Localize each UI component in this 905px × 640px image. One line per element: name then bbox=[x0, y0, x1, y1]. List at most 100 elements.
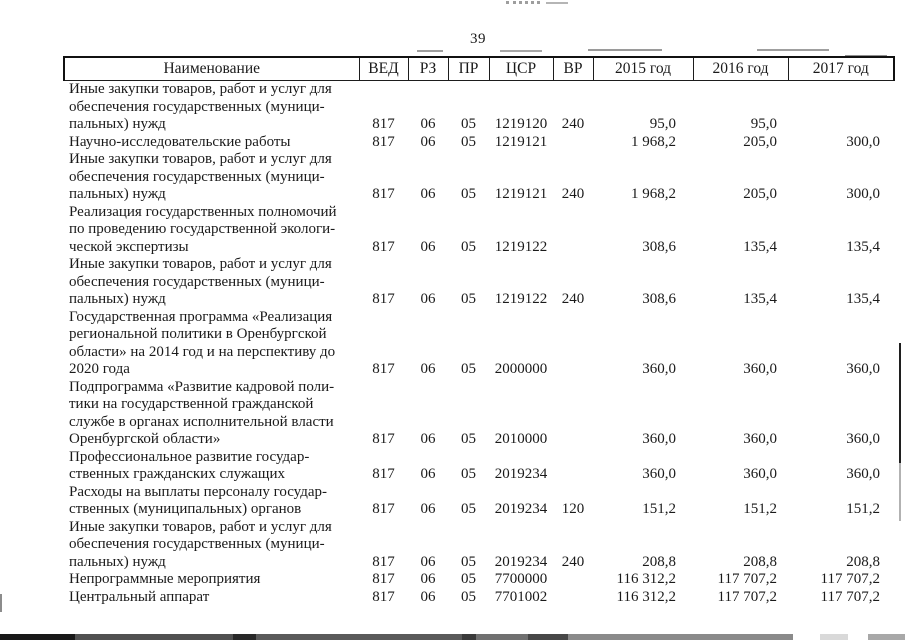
table-row: Подпрограмма «Развитие кадровой поли- ти… bbox=[64, 379, 894, 449]
cell-y2017: 360,0 bbox=[846, 431, 880, 447]
cell-csr: 2019234 bbox=[494, 553, 548, 570]
cell-pr: 05 bbox=[461, 238, 476, 255]
cell-vr bbox=[553, 309, 593, 379]
cell-y2016: 95,0 bbox=[750, 116, 777, 132]
cell-pr: 05 bbox=[461, 571, 476, 587]
cell-csr: 1219121 bbox=[494, 133, 548, 150]
cell-pr: 05 bbox=[461, 133, 476, 150]
table-row: Государственная программа «Реализация ре… bbox=[64, 309, 894, 379]
cell-y2016: 205,0 bbox=[743, 186, 777, 202]
cell-csr: 1219122 bbox=[494, 238, 548, 255]
cell-csr: 2000000 bbox=[494, 361, 548, 377]
scan-artifact-dash bbox=[588, 49, 662, 51]
cell-vr bbox=[553, 589, 593, 607]
cell-rz: 06 bbox=[420, 571, 436, 587]
cell-ved: 817 bbox=[372, 588, 395, 605]
cell-y2017: 360,0 bbox=[846, 466, 880, 482]
cell-ved: 817 bbox=[372, 361, 395, 377]
scan-artifact-top-smudge bbox=[506, 1, 540, 4]
cell-y2016: 151,2 bbox=[743, 501, 777, 517]
header-csr: ЦСР bbox=[488, 56, 554, 81]
scan-artifact-dash bbox=[417, 50, 443, 52]
cell-csr: 1219120 bbox=[494, 116, 548, 132]
cell-y2016: 205,0 bbox=[743, 133, 777, 150]
cell-vr bbox=[553, 204, 593, 257]
cell-pr: 05 bbox=[461, 431, 476, 447]
cell-y2016: 360,0 bbox=[743, 361, 777, 377]
cell-vr bbox=[553, 449, 593, 484]
cell-rz: 06 bbox=[420, 133, 436, 150]
scan-artifact-left-dash bbox=[0, 594, 2, 612]
cell-csr: 2019234 bbox=[494, 501, 548, 517]
table-row: Иные закупки товаров, работ и услуг для … bbox=[64, 151, 894, 204]
header-2015: 2015 год bbox=[592, 56, 694, 81]
cell-csr: 7700000 bbox=[494, 571, 548, 587]
cell-ved: 817 bbox=[372, 238, 395, 255]
cell-y2017: 117 707,2 bbox=[820, 588, 880, 605]
scan-artifact-right-line bbox=[899, 343, 901, 463]
header-vr: ВР bbox=[552, 56, 594, 81]
cell-ved: 817 bbox=[372, 431, 395, 447]
cell-y2016: 360,0 bbox=[743, 466, 777, 482]
cell-y2017 bbox=[788, 81, 894, 134]
table-row: Расходы на выплаты персоналу государ- ст… bbox=[64, 484, 894, 519]
header-rz: РЗ bbox=[407, 56, 449, 81]
cell-name: Центральный аппарат bbox=[69, 588, 210, 605]
cell-pr: 05 bbox=[461, 361, 476, 377]
scan-artifact-dash bbox=[500, 50, 542, 52]
cell-vr: 240 bbox=[561, 553, 585, 570]
cell-pr: 05 bbox=[461, 466, 476, 482]
cell-csr: 2010000 bbox=[494, 431, 548, 447]
cell-rz: 06 bbox=[420, 361, 436, 377]
cell-vr bbox=[553, 571, 593, 589]
cell-y2015: 1 968,2 bbox=[631, 133, 676, 150]
cell-rz: 06 bbox=[420, 116, 436, 132]
header-name: Наименование bbox=[63, 56, 360, 81]
cell-y2015: 360,0 bbox=[642, 466, 676, 482]
cell-y2015: 308,6 bbox=[642, 291, 676, 307]
table-row: Центральный аппарат 817 06 05 7701002 116 312… bbox=[64, 589, 894, 607]
cell-y2017: 360,0 bbox=[846, 361, 880, 377]
header-2017: 2017 год bbox=[787, 56, 895, 81]
cell-y2017: 117 707,2 bbox=[820, 571, 880, 587]
table-header-row: Наименование ВЕД РЗ ПР ЦСР ВР 2015 год 2… bbox=[63, 56, 895, 81]
cell-pr: 05 bbox=[461, 501, 476, 517]
table-row: Непрограммные мероприятия 817 06 05 7700000 1… bbox=[64, 571, 894, 589]
cell-ved: 817 bbox=[372, 553, 395, 570]
scan-artifact-bottom-bar bbox=[0, 634, 905, 640]
cell-y2015: 308,6 bbox=[642, 238, 676, 255]
cell-y2015: 360,0 bbox=[642, 431, 676, 447]
table-row: Профессиональное развитие государ- ствен… bbox=[64, 449, 894, 484]
cell-name: Непрограммные мероприятия bbox=[69, 571, 261, 587]
cell-pr: 05 bbox=[461, 588, 476, 605]
cell-ved: 817 bbox=[372, 466, 395, 482]
cell-rz: 06 bbox=[420, 588, 436, 605]
cell-ved: 817 bbox=[372, 501, 395, 517]
cell-name: Расходы на выплаты персоналу государ- ст… bbox=[69, 483, 328, 518]
cell-vr: 240 bbox=[561, 291, 585, 307]
cell-y2015: 208,8 bbox=[642, 553, 676, 570]
cell-csr: 2019234 bbox=[494, 466, 548, 482]
cell-ved: 817 bbox=[372, 291, 395, 307]
scan-artifact-top-smudge bbox=[546, 2, 568, 4]
cell-name: Профессиональное развитие государ- ствен… bbox=[69, 448, 310, 483]
cell-rz: 06 bbox=[420, 238, 436, 255]
cell-vr bbox=[553, 134, 593, 152]
scan-artifact-right-line bbox=[899, 463, 901, 521]
cell-rz: 06 bbox=[420, 431, 436, 447]
cell-y2016: 135,4 bbox=[743, 291, 777, 307]
cell-vr: 120 bbox=[561, 501, 585, 517]
cell-y2015: 116 312,2 bbox=[616, 571, 676, 587]
cell-y2017: 135,4 bbox=[846, 238, 880, 255]
cell-y2017: 300,0 bbox=[846, 133, 880, 150]
cell-y2015: 116 312,2 bbox=[616, 588, 676, 605]
cell-ved: 817 bbox=[372, 116, 395, 132]
table-row: Реализация государственных полномочий по… bbox=[64, 204, 894, 257]
table-row: Научно-исследовательские работы 817 06 05 12… bbox=[64, 134, 894, 152]
cell-vr bbox=[553, 379, 593, 449]
cell-name: Научно-исследовательские работы bbox=[69, 133, 291, 150]
cell-y2016: 117 707,2 bbox=[717, 571, 777, 587]
cell-y2016: 360,0 bbox=[743, 431, 777, 447]
cell-y2015: 151,2 bbox=[642, 501, 676, 517]
